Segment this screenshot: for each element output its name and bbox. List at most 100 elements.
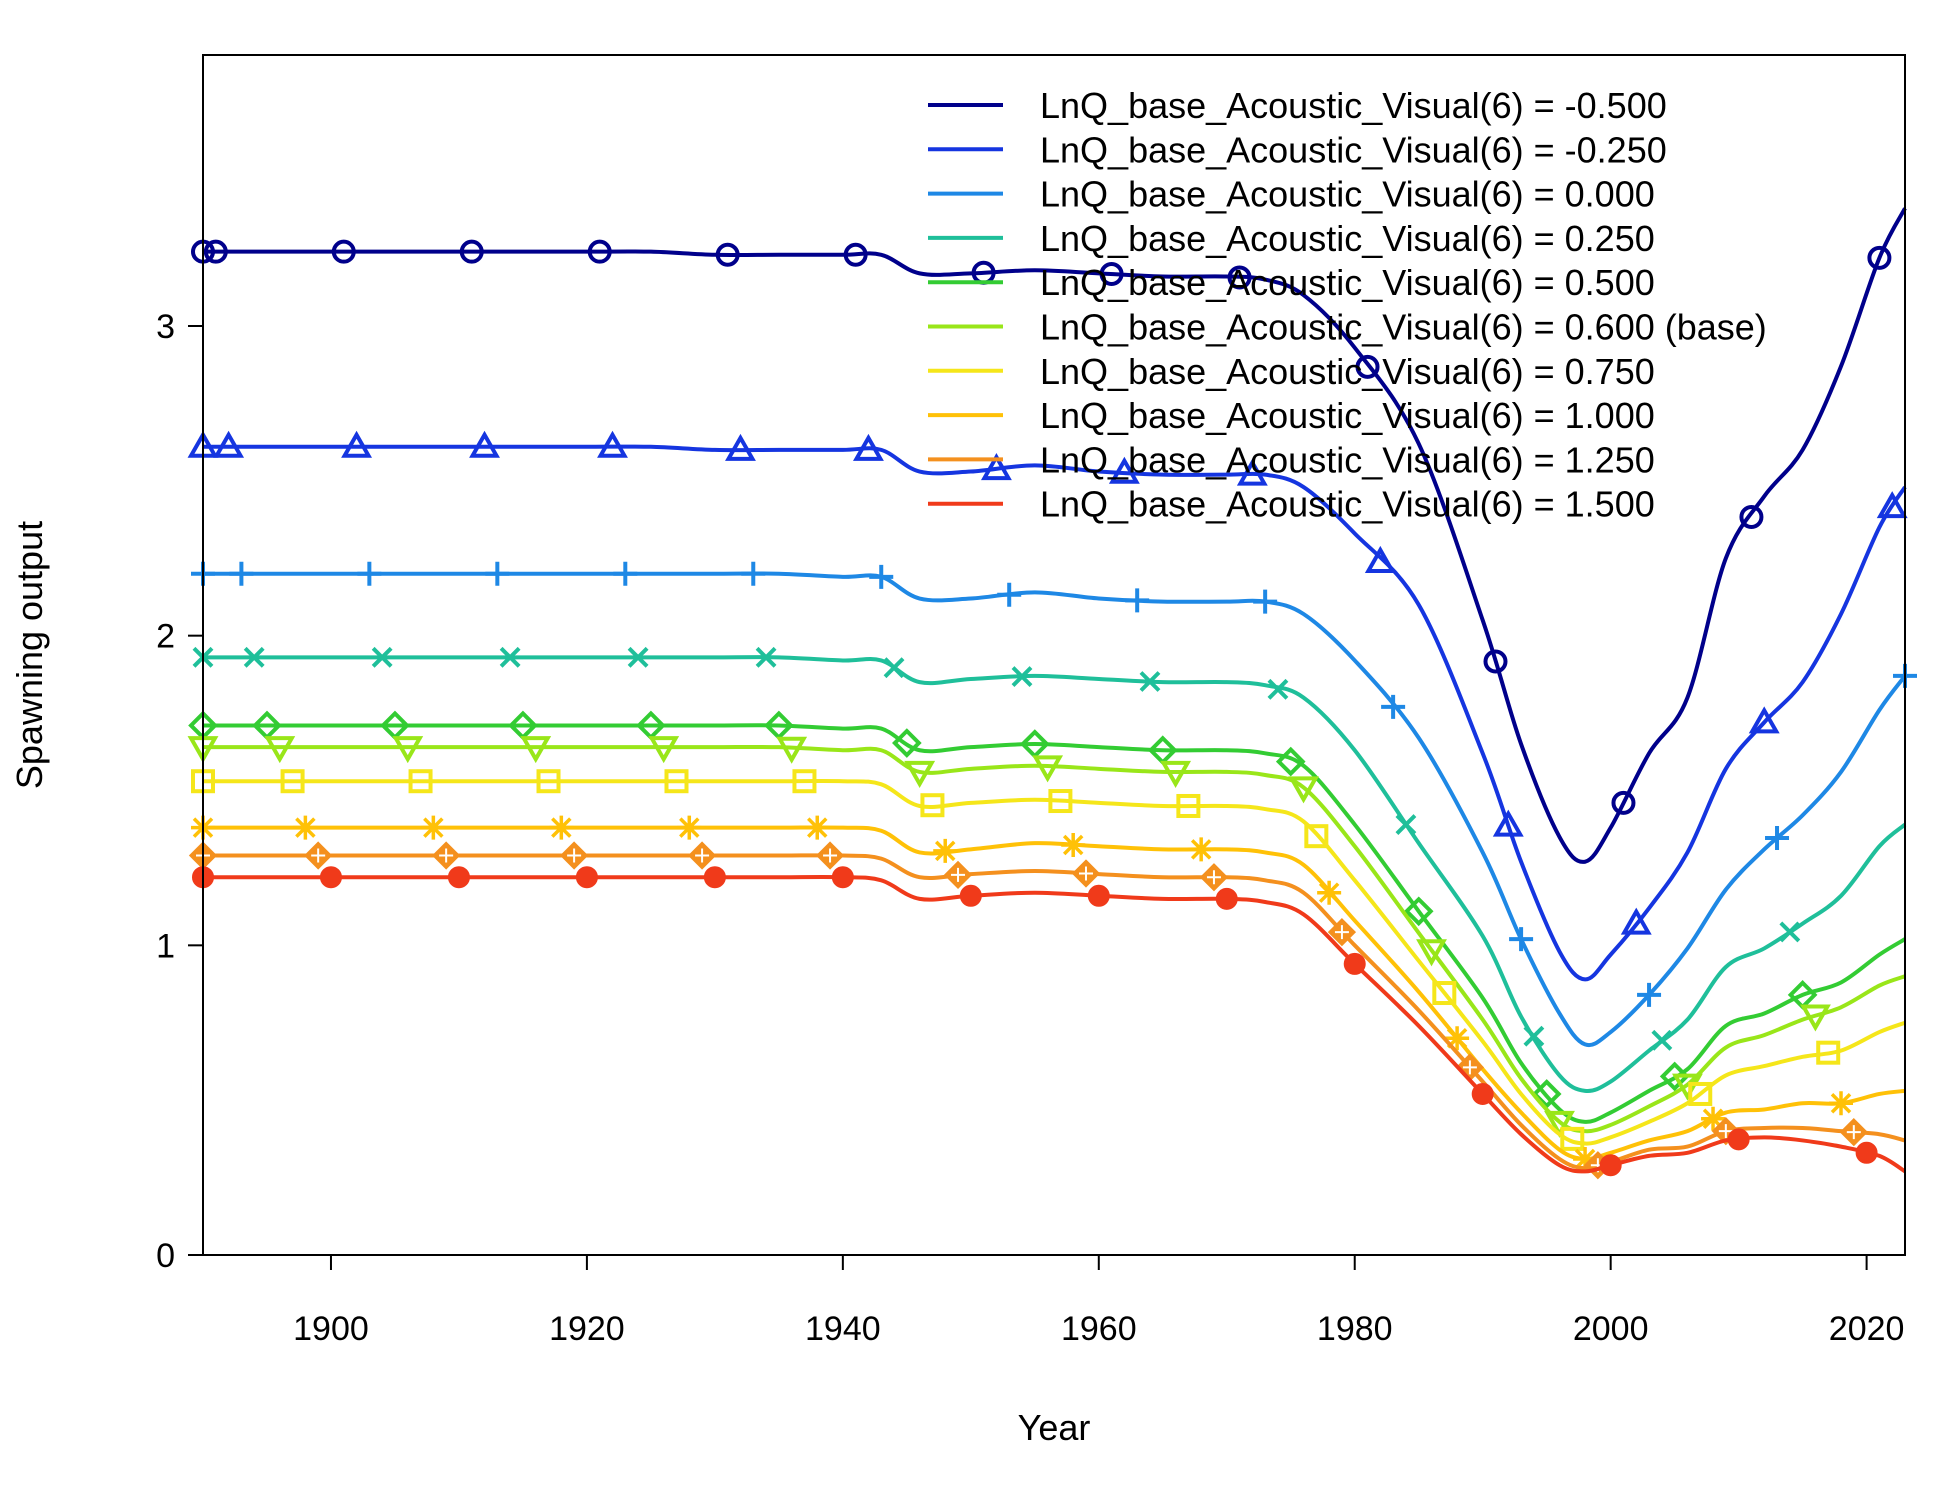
data-point	[792, 769, 817, 794]
data-point	[1718, 1124, 1733, 1139]
data-point	[439, 848, 454, 863]
x-tick-label: 1920	[549, 1310, 625, 1348]
x-axis: 1900 1920 1940 1960 1980 2000 2020	[203, 1254, 1905, 1348]
data-point	[823, 848, 838, 863]
data-point	[1334, 925, 1349, 940]
data-point	[293, 815, 318, 840]
data-point	[1531, 1079, 1562, 1109]
data-point	[715, 242, 740, 267]
data-point	[203, 239, 228, 264]
data-point	[1253, 589, 1278, 614]
data-point	[933, 838, 958, 863]
data-point	[1611, 790, 1636, 815]
data-point	[1364, 545, 1396, 573]
data-point	[1573, 1147, 1598, 1171]
data-point	[1139, 671, 1161, 692]
data-point	[1523, 1025, 1545, 1047]
data-point	[1176, 793, 1201, 818]
data-point	[1125, 588, 1150, 613]
legend-item: LnQ_base_Acoustic_Visual(6) = 1.000	[928, 395, 1655, 436]
data-point	[243, 646, 265, 668]
data-point	[1867, 245, 1892, 270]
data-point	[1416, 939, 1447, 967]
data-point	[1275, 746, 1306, 777]
legend-label: LnQ_base_Acoustic_Visual(6) = -0.500	[1040, 85, 1667, 126]
legend-item: LnQ_base_Acoustic_Visual(6) = 1.250	[928, 439, 1655, 480]
data-point	[1267, 678, 1289, 700]
data-point	[1846, 1125, 1861, 1140]
x-tick-label: 2020	[1829, 1310, 1905, 1348]
data-point	[331, 239, 356, 264]
series-4	[192, 646, 1907, 1094]
data-point	[447, 866, 470, 889]
series-10	[192, 866, 1907, 1177]
series-6	[187, 736, 1906, 1138]
data-point	[852, 433, 884, 461]
series-line	[203, 571, 1907, 1048]
data-point	[1829, 1091, 1854, 1116]
data-point	[1215, 887, 1238, 910]
data-point	[959, 884, 982, 907]
data-point	[1445, 1026, 1470, 1051]
data-point	[1739, 504, 1764, 529]
data-point	[1304, 824, 1329, 849]
data-point	[920, 793, 945, 818]
data-point	[319, 866, 342, 889]
data-point	[755, 646, 777, 668]
legend-item: LnQ_base_Acoustic_Visual(6) = 1.500	[928, 484, 1655, 525]
data-point	[567, 848, 582, 863]
legend-item: LnQ_base_Acoustic_Visual(6) = -0.500	[928, 85, 1667, 126]
legend-label: LnQ_base_Acoustic_Visual(6) = 0.600 (bas…	[1040, 307, 1767, 348]
data-point	[408, 769, 433, 794]
x-tick-label: 2000	[1573, 1310, 1649, 1348]
data-point	[1471, 1082, 1494, 1105]
data-point	[575, 866, 598, 889]
legend-item: LnQ_base_Acoustic_Visual(6) = 0.500	[928, 262, 1655, 303]
series-line	[203, 207, 1907, 864]
data-point	[1343, 952, 1366, 975]
x-tick-label: 1940	[805, 1310, 881, 1348]
y-axis: 0 1 2 3	[156, 55, 204, 1275]
data-point	[341, 430, 373, 458]
data-point	[883, 657, 905, 679]
legend-item: LnQ_base_Acoustic_Visual(6) = -0.250	[928, 129, 1667, 170]
y-tick-label: 0	[156, 1237, 175, 1275]
data-point	[1651, 1029, 1673, 1051]
data-point	[1876, 491, 1908, 519]
data-point	[1227, 265, 1252, 290]
data-point	[831, 866, 854, 889]
data-point	[1509, 927, 1534, 952]
legend-item: LnQ_base_Acoustic_Visual(6) = 0.250	[928, 218, 1655, 259]
data-point	[1672, 1073, 1703, 1101]
data-point	[1381, 694, 1406, 719]
data-point	[371, 646, 393, 668]
data-point	[229, 561, 254, 586]
series-line	[203, 655, 1907, 1094]
legend-item: LnQ_base_Acoustic_Visual(6) = 0.750	[928, 351, 1655, 392]
data-point	[1078, 866, 1093, 881]
data-point	[1799, 1004, 1831, 1032]
data-point	[648, 736, 680, 764]
data-point	[677, 815, 702, 840]
data-point	[980, 453, 1012, 481]
legend-label: LnQ_base_Acoustic_Visual(6) = 1.000	[1040, 395, 1655, 436]
data-point	[1189, 837, 1214, 862]
data-point	[805, 815, 830, 840]
data-point	[311, 848, 326, 863]
data-point	[469, 430, 500, 458]
data-point	[725, 433, 756, 461]
data-point	[1599, 1154, 1622, 1177]
data-point	[421, 815, 446, 840]
legend-label: LnQ_base_Acoustic_Visual(6) = 0.000	[1040, 174, 1655, 215]
data-point	[1637, 982, 1662, 1007]
data-point	[703, 866, 726, 889]
data-point	[776, 736, 808, 764]
legend-label: LnQ_base_Acoustic_Visual(6) = 0.750	[1040, 351, 1655, 392]
data-point	[869, 564, 894, 589]
legend-label: LnQ_base_Acoustic_Visual(6) = 0.250	[1040, 218, 1655, 259]
x-tick-label: 1980	[1317, 1310, 1393, 1348]
series-line	[203, 825, 1906, 1162]
data-point	[1236, 458, 1268, 486]
data-point	[1748, 706, 1780, 734]
